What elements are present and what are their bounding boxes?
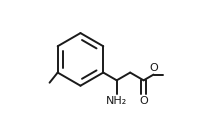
Text: NH₂: NH₂ <box>106 96 127 106</box>
Text: O: O <box>139 96 148 106</box>
Text: O: O <box>149 63 158 73</box>
